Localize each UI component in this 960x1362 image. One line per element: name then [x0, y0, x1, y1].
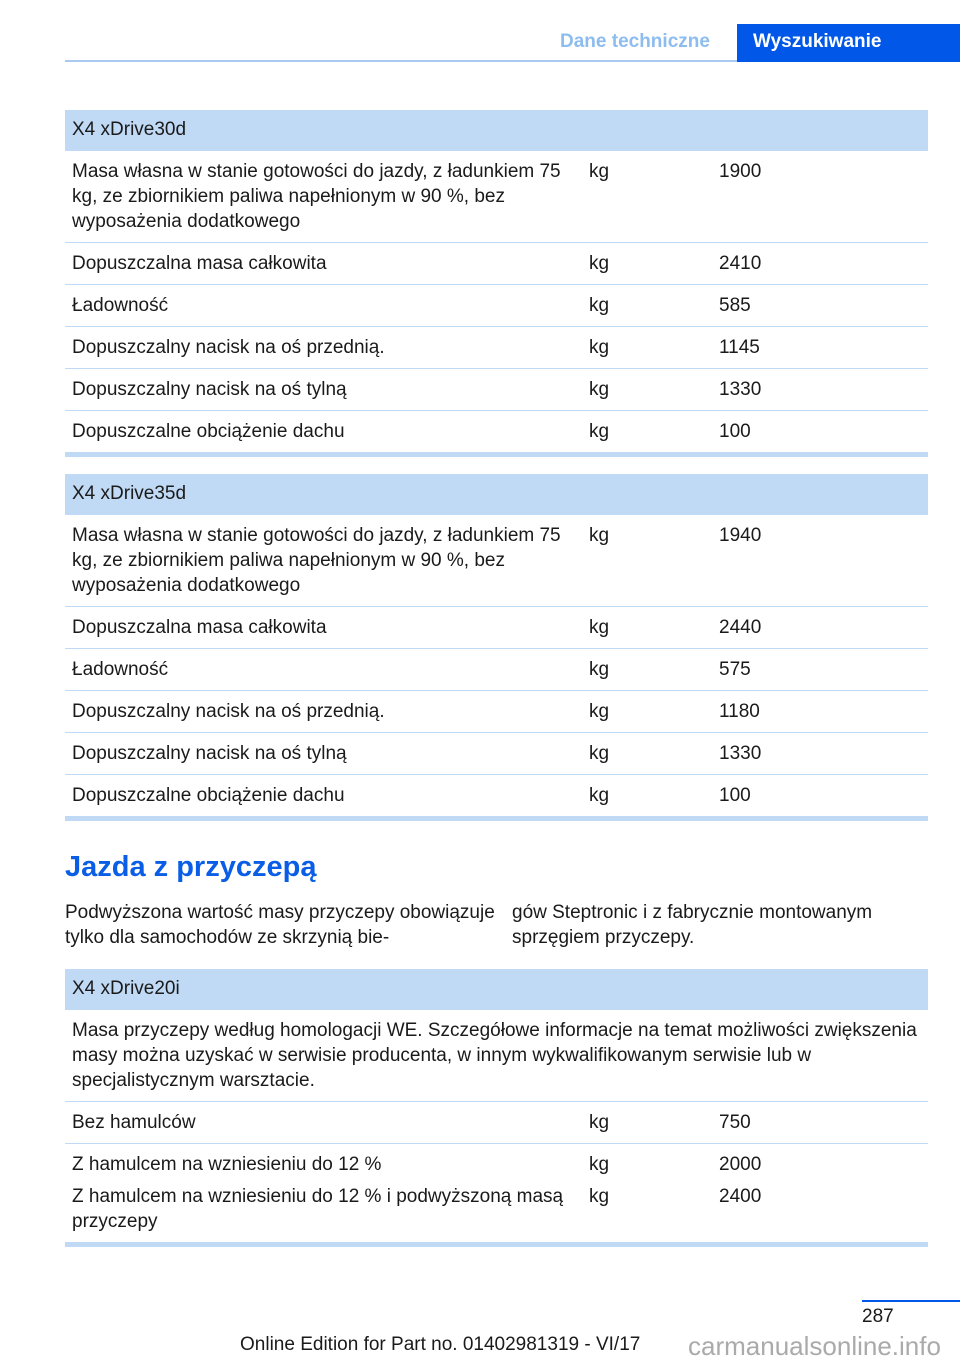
- row-unit: kg: [589, 1112, 610, 1133]
- row-unit: kg: [589, 295, 610, 316]
- row-value: 100: [719, 421, 751, 442]
- row-label: Dopuszczalne obciążenie dachu: [72, 421, 345, 442]
- table-row: Dopuszczalny nacisk na oś tylną kg 1330: [65, 368, 928, 410]
- table-title: X4 xDrive20i: [65, 969, 928, 1009]
- page-number: 287: [862, 1306, 894, 1327]
- watermark: carmanualsonline.info: [688, 1331, 941, 1361]
- row-unit: kg: [589, 161, 610, 182]
- header-line: [65, 60, 737, 62]
- row-unit: kg: [589, 785, 610, 806]
- row-label: Dopuszczalny nacisk na oś przednią.: [72, 701, 385, 722]
- row-label: Z hamulcem na wzniesieniu do 12 % i podw…: [72, 1186, 564, 1232]
- row-value: 2410: [719, 253, 762, 274]
- row-unit: kg: [589, 659, 610, 680]
- tab-dane-techniczne[interactable]: Dane techniczne: [560, 31, 710, 52]
- table-row: Masa własna w stanie gotowości do jazdy,…: [65, 514, 928, 606]
- row-value: 100: [719, 785, 751, 806]
- row-label: Masa własna w stanie gotowości do jazdy,…: [72, 525, 561, 596]
- table-row: Dopuszczalne obciążenie dachu kg 100: [65, 410, 928, 452]
- row-value: 1180: [719, 701, 760, 722]
- row-unit: kg: [589, 701, 610, 722]
- row-value: 1145: [719, 337, 760, 358]
- row-label: Bez hamulców: [72, 1112, 196, 1133]
- table-row: Dopuszczalna masa całkowita kg 2410: [65, 242, 928, 284]
- table-row: Dopuszczalna masa całkowita kg 2440: [65, 606, 928, 648]
- edition-info: Online Edition for Part no. 01402981319 …: [240, 1334, 641, 1355]
- row-label: Ładowność: [72, 295, 169, 316]
- row-label: Dopuszczalny nacisk na oś tylną: [72, 379, 347, 400]
- row-value: 585: [719, 295, 751, 316]
- table-row: Dopuszczalny nacisk na oś przednią. kg 114…: [65, 326, 928, 368]
- row-unit: kg: [589, 743, 610, 764]
- section-heading: Jazda z przyczepą: [65, 851, 317, 883]
- row-label: Masa własna w stanie gotowości do jazdy,…: [72, 161, 561, 232]
- row-labels: Z hamulcem na wzniesieniu do 12 % Z hamul…: [72, 1152, 589, 1234]
- table-row: Bez hamulców kg 750: [65, 1101, 928, 1143]
- table-row: Masa własna w stanie gotowości do jazdy,…: [65, 150, 928, 242]
- table-note: Masa przyczepy według homologacji WE. Sz…: [72, 1020, 917, 1091]
- row-unit: kg: [589, 379, 610, 400]
- row-values: 2000 2400: [719, 1152, 921, 1234]
- row-value: 1330: [719, 743, 762, 764]
- row-unit: kg: [589, 1186, 610, 1207]
- table-row: Dopuszczalny nacisk na oś przednią. kg 118…: [65, 690, 928, 732]
- row-value: 2440: [719, 617, 762, 638]
- spec-table-30d: X4 xDrive30d Masa własna w stanie gotowoś…: [65, 110, 928, 457]
- page-number-line: [862, 1300, 960, 1302]
- table-title: X4 xDrive35d: [65, 474, 928, 514]
- row-value: 2000: [719, 1154, 762, 1175]
- table-row: Dopuszczalny nacisk na oś tylną kg 1330: [65, 732, 928, 774]
- table-row: Ładowność kg 575: [65, 648, 928, 690]
- row-value: 1940: [719, 525, 762, 546]
- row-label: Dopuszczalny nacisk na oś przednią.: [72, 337, 385, 358]
- row-unit: kg: [589, 421, 610, 442]
- row-value: 1900: [719, 161, 762, 182]
- row-value: 1330: [719, 379, 762, 400]
- row-unit: kg: [589, 525, 610, 546]
- row-label: Dopuszczalna masa całkowita: [72, 617, 327, 638]
- row-unit: kg: [589, 337, 610, 358]
- row-label: Dopuszczalny nacisk na oś tylną: [72, 743, 347, 764]
- spec-table-35d: X4 xDrive35d Masa własna w stanie gotowoś…: [65, 474, 928, 821]
- row-label: Ładowność: [72, 659, 169, 680]
- row-unit: kg: [589, 253, 610, 274]
- table-row: Dopuszczalne obciążenie dachu kg 100: [65, 774, 928, 816]
- table-row: Z hamulcem na wzniesieniu do 12 % Z hamul…: [65, 1143, 928, 1242]
- row-unit: kg: [589, 617, 610, 638]
- row-value: 750: [719, 1112, 751, 1133]
- paragraph-right: gów Steptronic i z fabrycznie montowanym…: [512, 902, 873, 948]
- table-row: Ładowność kg 585: [65, 284, 928, 326]
- row-units: kg kg: [589, 1152, 719, 1234]
- row-label: Dopuszczalna masa całkowita: [72, 253, 327, 274]
- row-value: 575: [719, 659, 751, 680]
- row-unit: kg: [589, 1154, 610, 1175]
- tab-wyszukiwanie[interactable]: Wyszukiwanie: [737, 24, 960, 62]
- row-label: Z hamulcem na wzniesieniu do 12 %: [72, 1154, 382, 1175]
- table-note-row: Masa przyczepy według homologacji WE. Sz…: [65, 1009, 928, 1101]
- trailer-table: X4 xDrive20i Masa przyczepy według homol…: [65, 969, 928, 1247]
- table-title: X4 xDrive30d: [65, 110, 928, 150]
- paragraph-left: Podwyższona wartość masy przyczepy obo­w…: [65, 902, 495, 948]
- row-label: Dopuszczalne obciążenie dachu: [72, 785, 345, 806]
- row-value: 2400: [719, 1186, 762, 1207]
